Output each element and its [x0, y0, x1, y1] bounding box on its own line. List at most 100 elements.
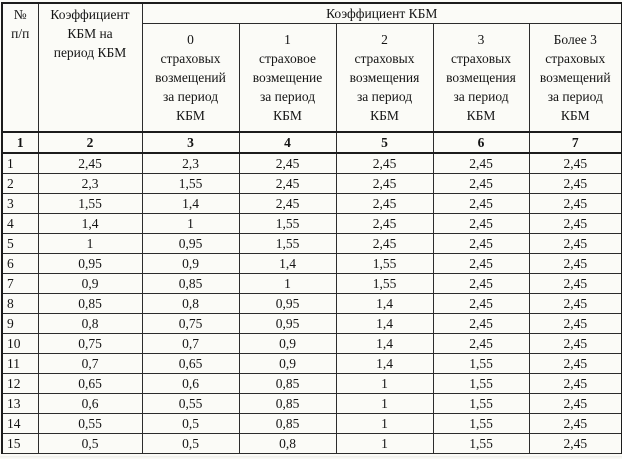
coefficient-value-cell: 1,55 [432, 353, 530, 374]
coefficient-value-cell: 1,4 [335, 353, 434, 374]
header-cell-claims-more-than-3: Более 3 страховых возмещений за период К… [528, 23, 622, 133]
coefficient-value-cell: 1,55 [238, 213, 337, 234]
coefficient-value-cell: 2,45 [432, 253, 530, 274]
table-row: 11 0,7 0,65 0,9 1,4 1,55 2,45 [1, 353, 622, 374]
column-number-cell: 6 [432, 131, 530, 154]
coefficient-value-cell: 0,85 [238, 413, 337, 434]
row-number-cell: 3 [1, 193, 39, 214]
coefficient-value-cell: 2,45 [528, 233, 622, 254]
coefficient-value-cell: 2,45 [335, 193, 434, 214]
coefficient-value-cell: 0,95 [141, 233, 240, 254]
coefficient-value-cell: 2,45 [528, 433, 622, 454]
coefficient-value-cell: 1 [238, 273, 337, 294]
row-number-cell: 2 [1, 173, 39, 194]
row-number-cell: 10 [1, 333, 39, 354]
table-row: 3 1,55 1,4 2,45 2,45 2,45 2,45 [1, 193, 622, 214]
column-number-cell: 7 [528, 131, 622, 154]
coefficient-value-cell: 0,7 [37, 353, 143, 374]
coefficient-value-cell: 0,95 [238, 313, 337, 334]
coefficient-value-cell: 2,45 [528, 173, 622, 194]
table-row: 8 0,85 0,8 0,95 1,4 2,45 2,45 [1, 293, 622, 314]
coefficient-value-cell: 2,45 [528, 353, 622, 374]
column-numbering-row: 1 2 3 4 5 6 7 [1, 131, 622, 154]
row-number-cell: 5 [1, 233, 39, 254]
coefficient-value-cell: 2,45 [528, 413, 622, 434]
coefficient-value-cell: 2,45 [528, 253, 622, 274]
row-number-cell: 1 [1, 152, 39, 174]
row-number-cell: 9 [1, 313, 39, 334]
coefficient-value-cell: 1,4 [335, 293, 434, 314]
column-number-cell: 4 [238, 131, 337, 154]
coefficient-value-cell: 0,65 [141, 353, 240, 374]
table-body: 1 2,45 2,3 2,45 2,45 2,45 2,45 2 2,3 1,55 2,45 2,45… [1, 152, 622, 454]
column-number-cell: 5 [335, 131, 434, 154]
coefficient-value-cell: 1 [37, 233, 143, 254]
table-row: 7 0,9 0,85 1 1,55 2,45 2,45 [1, 273, 622, 294]
table-row: 9 0,8 0,75 0,95 1,4 2,45 2,45 [1, 313, 622, 334]
coefficient-value-cell: 0,55 [37, 413, 143, 434]
coefficient-value-cell: 0,85 [37, 293, 143, 314]
row-number-cell: 11 [1, 353, 39, 374]
row-number-cell: 12 [1, 373, 39, 394]
row-number-cell: 15 [1, 433, 39, 454]
coefficient-value-cell: 2,45 [37, 152, 143, 174]
column-number-cell: 1 [1, 131, 39, 154]
coefficient-value-cell: 0,5 [141, 433, 240, 454]
coefficient-value-cell: 0,75 [37, 333, 143, 354]
coefficient-value-cell: 0,9 [238, 353, 337, 374]
coefficient-value-cell: 1 [335, 433, 434, 454]
coefficient-value-cell: 2,45 [432, 193, 530, 214]
coefficient-value-cell: 0,8 [238, 433, 337, 454]
coefficient-value-cell: 0,95 [37, 253, 143, 274]
coefficient-value-cell: 1,55 [432, 393, 530, 414]
coefficient-value-cell: 0,8 [37, 313, 143, 334]
header-cell-kbm-span-title: Коэффициент КБМ [141, 2, 622, 24]
coefficient-value-cell: 1,55 [238, 233, 337, 254]
coefficient-value-cell: 2,45 [335, 152, 434, 174]
coefficient-value-cell: 2,3 [37, 173, 143, 194]
column-number-cell: 2 [37, 131, 143, 154]
coefficient-value-cell: 2,45 [528, 273, 622, 294]
coefficient-value-cell: 1 [335, 413, 434, 434]
coefficient-value-cell: 2,45 [432, 233, 530, 254]
coefficient-value-cell: 1,4 [335, 313, 434, 334]
table-row: 1 2,45 2,3 2,45 2,45 2,45 2,45 [1, 152, 622, 174]
coefficient-value-cell: 0,85 [238, 393, 337, 414]
coefficient-value-cell: 2,45 [238, 173, 337, 194]
table-row: 2 2,3 1,55 2,45 2,45 2,45 2,45 [1, 173, 622, 194]
row-number-cell: 8 [1, 293, 39, 314]
coefficient-value-cell: 2,45 [528, 373, 622, 394]
coefficient-value-cell: 1,55 [335, 273, 434, 294]
coefficient-value-cell: 0,9 [37, 273, 143, 294]
coefficient-value-cell: 2,45 [432, 313, 530, 334]
coefficient-value-cell: 1,4 [37, 213, 143, 234]
coefficient-value-cell: 2,45 [432, 173, 530, 194]
coefficient-value-cell: 1 [141, 213, 240, 234]
coefficient-value-cell: 2,45 [238, 193, 337, 214]
coefficient-value-cell: 1 [335, 393, 434, 414]
coefficient-value-cell: 1 [335, 373, 434, 394]
table-header: № п/п Коэффициент КБМ на период КБМ Коэф… [1, 2, 622, 154]
coefficient-value-cell: 1,55 [141, 173, 240, 194]
coefficient-value-cell: 2,45 [432, 273, 530, 294]
coefficient-value-cell: 1,55 [432, 413, 530, 434]
coefficient-value-cell: 2,45 [528, 213, 622, 234]
coefficient-value-cell: 1,4 [238, 253, 337, 274]
coefficient-value-cell: 2,45 [528, 293, 622, 314]
coefficient-value-cell: 2,45 [238, 152, 337, 174]
coefficient-value-cell: 1,55 [37, 193, 143, 214]
coefficient-value-cell: 0,5 [37, 433, 143, 454]
row-number-cell: 6 [1, 253, 39, 274]
coefficient-value-cell: 0,5 [141, 413, 240, 434]
coefficient-value-cell: 0,95 [238, 293, 337, 314]
header-cell-kbm-period: Коэффициент КБМ на период КБМ [37, 2, 143, 133]
coefficient-value-cell: 2,45 [528, 152, 622, 174]
coefficient-value-cell: 2,45 [335, 213, 434, 234]
coefficient-value-cell: 1,55 [432, 373, 530, 394]
table-row: 12 0,65 0,6 0,85 1 1,55 2,45 [1, 373, 622, 394]
coefficient-value-cell: 0,7 [141, 333, 240, 354]
header-cell-claims-3: 3 страховых возмещения за период КБМ [432, 23, 530, 133]
column-number-cell: 3 [141, 131, 240, 154]
coefficient-value-cell: 1,55 [432, 433, 530, 454]
